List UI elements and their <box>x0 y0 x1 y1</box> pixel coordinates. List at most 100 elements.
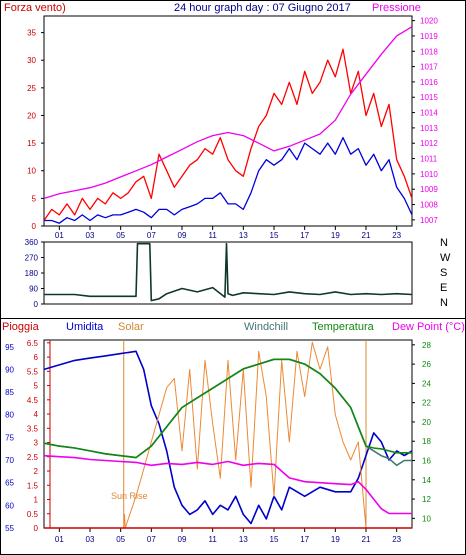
wind-average-line <box>44 136 413 224</box>
direction-y-tick-label: 0 <box>34 300 39 309</box>
wind-x-tick-label: 01 <box>55 231 64 240</box>
header-label-windchill: Windchill <box>244 321 288 333</box>
pressure-y-tick-label: 1015 <box>420 93 438 102</box>
compass-label: E <box>440 282 447 294</box>
combined-panel-axes: 55 60 65 70 75 80 85 90 95 0 0.5 1 1.5 2 2.5 3 3.5 4 4.5 5 5… <box>5 339 431 544</box>
combined-x-tick-label: 07 <box>147 535 156 544</box>
pressure-y-tick-label: 1009 <box>420 185 438 194</box>
rain-y-tick-label: 6.5 <box>27 339 39 348</box>
temp-y-tick-label: 16 <box>422 457 431 466</box>
combined-x-tick-label: 17 <box>300 535 309 544</box>
header-label-dewpoint: Dew Point (°C) <box>392 321 465 333</box>
combined-x-tick-label: 23 <box>392 535 401 544</box>
rain-y-tick-label: 0 <box>34 524 39 533</box>
humidity-y-tick-label: 65 <box>5 479 14 488</box>
wind-y-tick-label: 30 <box>27 56 36 65</box>
header-label-temperature: Temperatura <box>312 321 375 333</box>
combined-x-tick-label: 15 <box>270 535 279 544</box>
direction-y-tick-label: 270 <box>25 254 39 263</box>
compass-label: W <box>440 252 451 264</box>
pressure-y-tick-label: 1007 <box>420 216 438 225</box>
pressure-y-tick-label: 1014 <box>420 109 438 118</box>
rain-y-tick-label: 0.5 <box>27 510 39 519</box>
wind-x-tick-label: 05 <box>116 231 125 240</box>
wind-panel-axes: 0510152025303510071008100910101011101210… <box>27 17 438 240</box>
combined-x-tick-label: 13 <box>239 535 248 544</box>
wind-direction-line <box>44 242 413 302</box>
wind-x-tick-label: 13 <box>239 231 248 240</box>
pressure-y-tick-label: 1016 <box>420 78 438 87</box>
pressure-y-tick-label: 1020 <box>420 17 438 26</box>
pressure-y-tick-label: 1019 <box>420 32 438 41</box>
wind-axis-label: Forza vento) <box>4 2 66 14</box>
pressure-axis-label: Pressione <box>372 2 421 14</box>
direction-y-tick-label: 90 <box>29 285 38 294</box>
temp-y-tick-label: 26 <box>422 360 431 369</box>
temp-y-tick-label: 24 <box>422 379 431 388</box>
rain-y-tick-label: 5.5 <box>27 367 39 376</box>
combined-panel-frame <box>43 339 413 529</box>
direction-panel-series <box>44 242 413 302</box>
wind-x-tick-label: 21 <box>362 231 371 240</box>
pressure-y-tick-label: 1008 <box>420 201 438 210</box>
combined-x-tick-label: 05 <box>116 535 125 544</box>
pressure-y-tick-label: 1018 <box>420 47 438 56</box>
rain-y-tick-label: 2 <box>34 467 39 476</box>
direction-y-tick-label: 180 <box>25 269 39 278</box>
humidity-y-tick-label: 85 <box>5 388 14 397</box>
pressure-line <box>43 26 413 200</box>
wind-panel-series <box>43 26 413 224</box>
temp-y-tick-label: 18 <box>422 437 431 446</box>
combined-x-tick-label: 21 <box>362 535 371 544</box>
temperature-line <box>43 358 412 459</box>
compass-label: S <box>440 267 447 279</box>
header-label-humidity: Umidita <box>66 321 104 333</box>
wind-y-tick-label: 25 <box>27 84 36 93</box>
rain-y-tick-label: 3 <box>34 439 39 448</box>
pressure-y-tick-label: 1013 <box>420 124 438 133</box>
pressure-y-tick-label: 1017 <box>420 63 438 72</box>
wind-x-tick-label: 11 <box>209 231 218 240</box>
rain-y-tick-label: 3.5 <box>27 424 39 433</box>
combined-x-tick-label: 19 <box>331 535 340 544</box>
wind-y-tick-label: 35 <box>27 29 36 38</box>
header-label-solar: Solar <box>118 321 144 333</box>
rain-y-tick-label: 6 <box>34 353 39 362</box>
wind-x-tick-label: 19 <box>331 231 340 240</box>
pressure-y-tick-label: 1011 <box>420 155 438 164</box>
chart-title: 24 hour graph day : 07 Giugno 2017 <box>174 2 351 14</box>
humidity-y-tick-label: 60 <box>5 501 14 510</box>
temp-y-tick-label: 14 <box>422 476 431 485</box>
combined-x-tick-label: 11 <box>209 535 218 544</box>
temp-y-tick-label: 10 <box>422 514 431 523</box>
wind-y-tick-label: 20 <box>27 111 36 120</box>
wind-y-tick-label: 10 <box>27 167 36 176</box>
rain-y-tick-label: 1.5 <box>27 481 39 490</box>
rain-y-tick-label: 4 <box>34 410 39 419</box>
wind-y-tick-label: 15 <box>27 139 36 148</box>
temp-y-tick-label: 28 <box>422 341 431 350</box>
temp-y-tick-label: 12 <box>422 495 431 504</box>
combined-x-tick-label: 03 <box>86 535 95 544</box>
rain-y-tick-label: 5 <box>34 382 39 391</box>
dew-point-line <box>43 454 412 515</box>
wind-x-tick-label: 03 <box>86 231 95 240</box>
temp-y-tick-label: 22 <box>422 399 431 408</box>
wind-y-tick-label: 0 <box>32 222 37 231</box>
header-label-rain: Pioggia <box>2 321 40 333</box>
humidity-y-tick-label: 70 <box>5 456 14 465</box>
wind-panel-frame <box>43 15 413 227</box>
rain-y-tick-label: 4.5 <box>27 396 39 405</box>
compass-label: N <box>440 297 448 309</box>
rain-y-tick-label: 2.5 <box>27 453 39 462</box>
wind-x-tick-label: 07 <box>147 231 156 240</box>
wind-y-tick-label: 5 <box>32 194 37 203</box>
combined-x-tick-label: 09 <box>178 535 187 544</box>
humidity-y-tick-label: 55 <box>5 524 14 533</box>
pressure-y-tick-label: 1010 <box>420 170 438 179</box>
compass-label: N <box>440 237 448 249</box>
rain-y-tick-label: 1 <box>34 496 39 505</box>
sun-rise-annotation: Sun Rise <box>111 491 148 501</box>
